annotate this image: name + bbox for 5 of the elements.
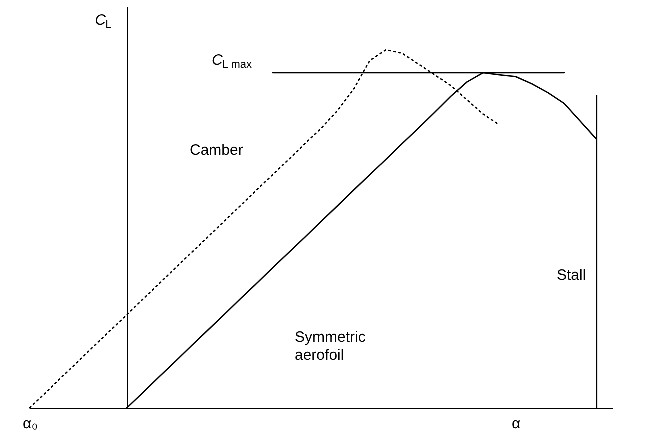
annotation: Camber xyxy=(190,142,244,159)
annotation: Stall xyxy=(557,267,586,284)
x-tick-label: α₀ xyxy=(23,416,38,432)
annotation: Symmetric aerofoil xyxy=(295,329,366,364)
x-tick-label: α xyxy=(512,416,521,432)
